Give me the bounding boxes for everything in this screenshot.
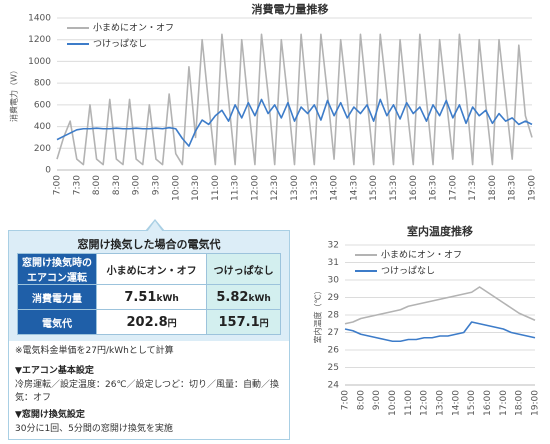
data-line: [344, 321, 536, 343]
header-text: 窓開け換気時の: [22, 258, 92, 269]
x-tick-label: 9:00: [132, 175, 142, 195]
header-cell: 小まめにオン・オフ: [95, 253, 208, 285]
x-tick-label: 9:30: [151, 175, 161, 195]
data-line: [344, 286, 536, 325]
x-tick-label: 15:30: [389, 175, 399, 201]
chart-title: 室内温度推移: [407, 224, 473, 238]
x-tick-label: 7:00: [53, 175, 63, 195]
header-cell: つけっぱなし: [206, 253, 281, 285]
cell: 5.82kWh: [206, 284, 281, 310]
x-tick-label: 17:00: [448, 175, 458, 201]
x-tick-label: 13:30: [310, 175, 320, 201]
cell: 7.51kWh: [95, 284, 208, 310]
legend-label: つけっぱなし: [93, 39, 147, 50]
cell-number: 5.82: [216, 289, 249, 305]
legend-label: つけっぱなし: [381, 266, 435, 277]
data-line: [56, 98, 533, 147]
x-tick-label: 10:00: [171, 175, 181, 201]
x-tick-label: 12:00: [420, 390, 430, 416]
cell: 202.8円: [95, 309, 208, 335]
x-tick-label: 14:30: [349, 175, 359, 201]
x-tick-label: 16:00: [483, 390, 493, 416]
x-tick-label: 16:00: [409, 175, 419, 201]
note: ※電気料金単価を27円/kWhとして計算: [15, 346, 174, 356]
cell-unit: 円: [259, 318, 269, 329]
y-tick-label: 1400: [28, 14, 51, 24]
x-tick-label: 8:00: [356, 390, 366, 410]
pointer-fill: [147, 221, 163, 232]
x-tick-label: 11:00: [404, 390, 414, 416]
row-label: 電気代: [17, 309, 97, 335]
x-tick-label: 7:30: [72, 175, 82, 195]
y-tick-label: 26: [328, 346, 340, 356]
x-tick-label: 14:00: [451, 390, 461, 416]
x-tick-label: 10:30: [191, 175, 201, 201]
y-tick-label: 600: [34, 100, 51, 110]
x-tick-label: 12:00: [250, 175, 260, 201]
chart-title: 消費電力量推移: [252, 2, 329, 16]
x-tick-label: 17:30: [468, 175, 478, 201]
x-tick-label: 18:30: [508, 175, 518, 201]
x-tick-label: 19:00: [528, 175, 538, 201]
y-tick-label: 1200: [28, 35, 51, 45]
x-tick-label: 16:30: [429, 175, 439, 201]
x-tick-label: 19:00: [531, 390, 541, 416]
settings-heading: ▼窓開け換気設定: [15, 410, 85, 420]
y-tick-label: 400: [34, 122, 51, 132]
x-tick-label: 8:30: [112, 175, 122, 195]
y-tick-label: 32: [328, 241, 339, 251]
x-tick-label: 9:00: [372, 390, 382, 410]
cell-unit: kWh: [156, 293, 179, 304]
x-tick-label: 17:00: [499, 390, 509, 416]
x-tick-label: 15:00: [369, 175, 379, 201]
x-tick-label: 11:00: [211, 175, 221, 201]
x-tick-label: 12:30: [270, 175, 280, 201]
legend-label: 小まめにオン・オフ: [381, 250, 462, 261]
cell-unit: 円: [167, 318, 177, 329]
cell-number: 7.51: [124, 289, 157, 305]
y-axis-label: 室内温度（℃）: [313, 287, 323, 344]
y-tick-label: 1000: [28, 57, 51, 67]
cost-panel: 窓開け換気した場合の電気代 窓開け換気時の エアコン運転 小まめにオン・オフ つけ…: [8, 219, 290, 440]
settings-heading: ▼エアコン基本設定: [15, 366, 94, 376]
x-tick-label: 13:00: [290, 175, 300, 201]
cell-number: 202.8: [126, 314, 168, 330]
y-tick-label: 27: [328, 328, 339, 338]
x-tick-label: 10:00: [388, 390, 398, 416]
cell-number: 157.1: [218, 314, 260, 330]
panel-title: 窓開け換気した場合の電気代: [77, 238, 221, 251]
cost-table: 窓開け換気時の エアコン運転 小まめにオン・オフ つけっぱなし 消費電力量 7.5…: [17, 253, 281, 335]
x-tick-label: 13:00: [436, 390, 446, 416]
x-tick-label: 18:00: [515, 390, 525, 416]
row-label: 消費電力量: [17, 284, 97, 310]
y-tick-label: 28: [328, 311, 340, 321]
x-tick-label: 7:00: [341, 390, 351, 410]
x-tick-label: 8:00: [92, 175, 102, 195]
x-tick-label: 14:00: [330, 175, 340, 201]
y-tick-label: 200: [34, 144, 51, 154]
y-axis-label: 消費電力（W）: [9, 66, 19, 122]
y-tick-label: 800: [34, 79, 51, 89]
y-tick-label: 29: [328, 293, 340, 303]
header-text: エアコン運転: [27, 273, 87, 284]
data-line: [56, 33, 533, 166]
settings-text: 30分に1回、5分間の窓開け換気を実施: [15, 424, 173, 434]
x-tick-label: 18:00: [488, 175, 498, 201]
settings-text: 冷房運転／設定温度：26℃／設定しつど：切り／風量：自動／換気：オフ: [15, 380, 280, 403]
y-tick-label: 0: [45, 166, 51, 176]
x-tick-label: 15:00: [467, 390, 477, 416]
cell: 157.1円: [206, 309, 281, 335]
header-cell: 窓開け換気時の エアコン運転: [17, 253, 97, 285]
cell-unit: kWh: [248, 293, 271, 304]
y-tick-label: 25: [328, 363, 339, 373]
y-tick-label: 31: [328, 258, 339, 268]
y-tick-label: 30: [328, 276, 340, 286]
x-tick-label: 11:30: [231, 175, 241, 201]
legend-label: 小まめにオン・オフ: [93, 23, 174, 34]
y-tick-label: 24: [328, 381, 340, 391]
